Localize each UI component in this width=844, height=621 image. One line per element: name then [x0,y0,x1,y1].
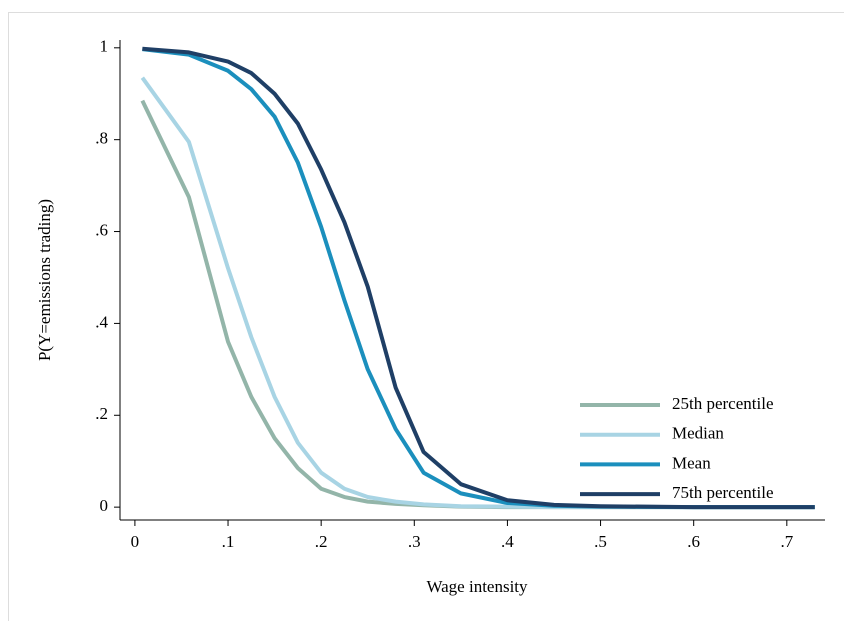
x-tick-label: .6 [687,532,700,551]
series-line [142,46,815,510]
x-axis-title: Wage intensity [426,577,528,596]
x-tick-label: .3 [408,532,421,551]
y-tick-label: .4 [95,312,108,331]
y-tick-label: 0 [100,496,109,515]
y-tick-label: 1 [100,37,109,56]
legend-label: Mean [672,453,711,472]
y-tick-label: .2 [95,404,108,423]
y-axis-title: P(Y=emissions trading) [35,199,54,361]
x-tick-label: .5 [594,532,607,551]
y-tick-label: .8 [95,129,108,148]
series-line [140,76,815,510]
x-tick-label: .7 [780,532,793,551]
series-line [140,99,815,510]
x-tick-label: 0 [131,532,140,551]
legend-label: Median [672,424,724,443]
y-tick-label: .6 [95,220,108,239]
x-tick-label: .2 [315,532,328,551]
legend-label: 25th percentile [672,394,774,413]
x-tick-label: .4 [501,532,514,551]
legend-label: 75th percentile [672,483,774,502]
x-tick-label: .1 [222,532,235,551]
